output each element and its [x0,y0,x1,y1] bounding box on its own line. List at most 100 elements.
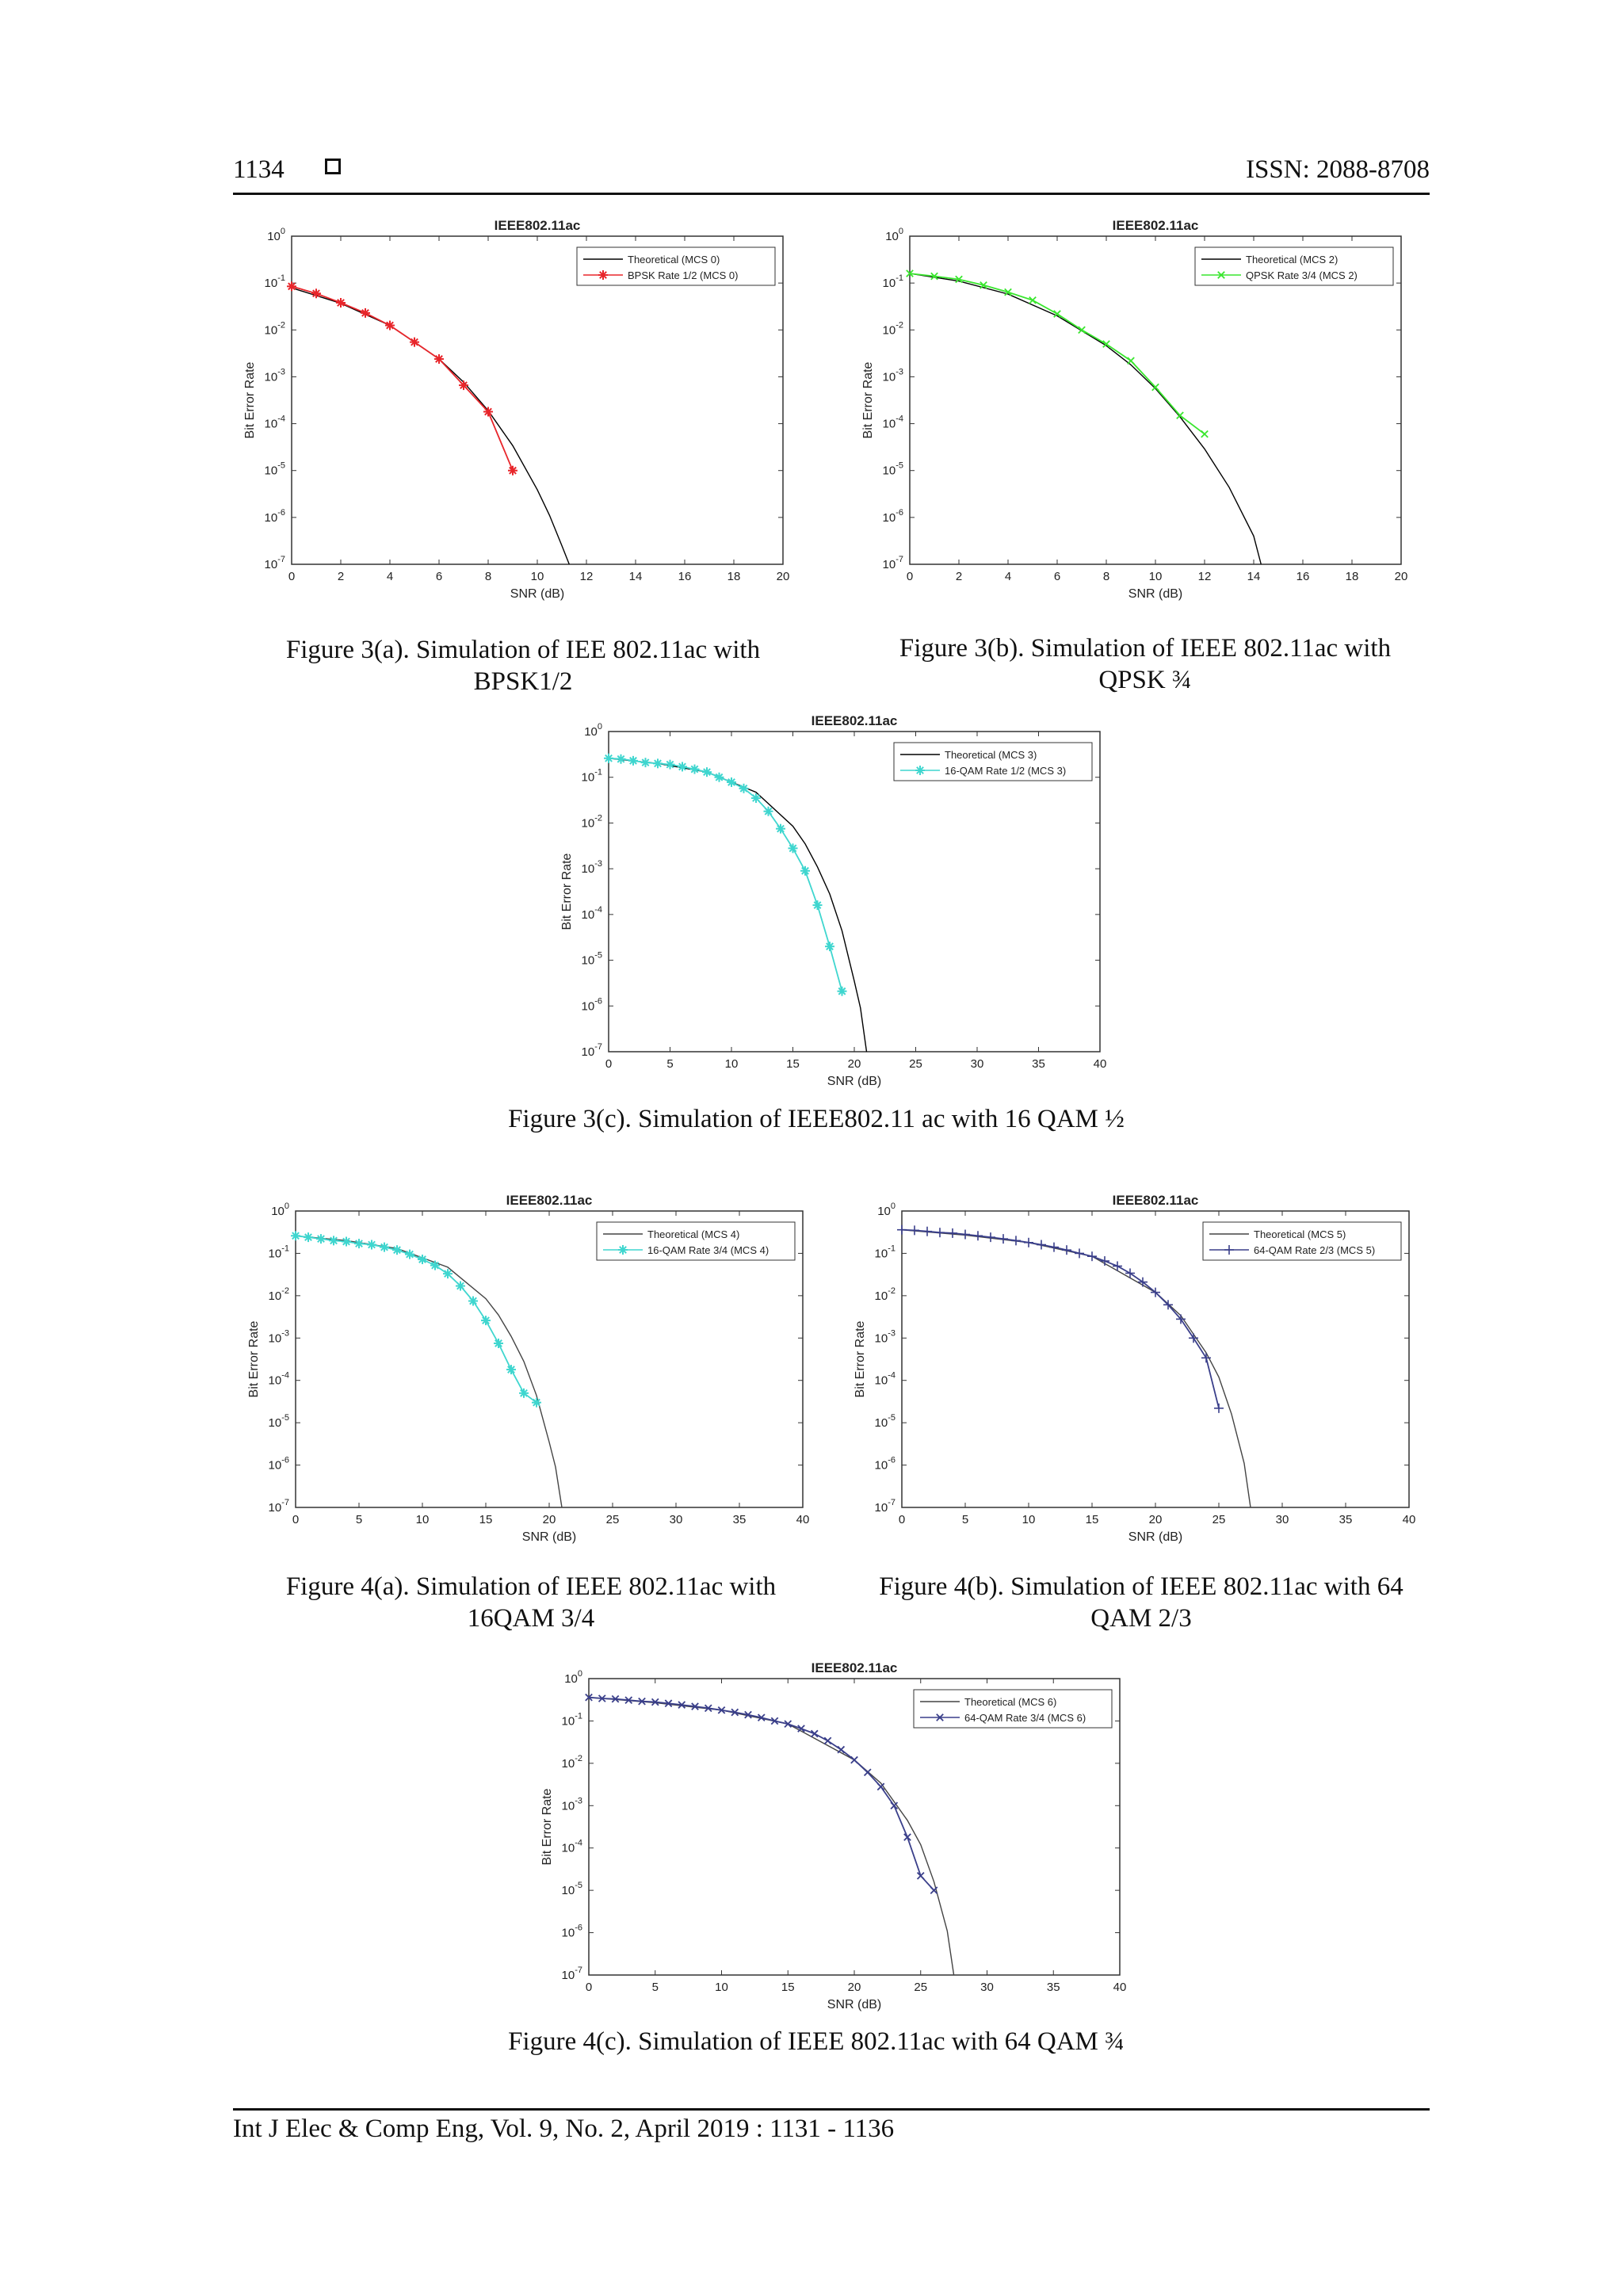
x-tick-label: 0 [605,1057,612,1071]
data-point [1176,1314,1186,1324]
x-axis-label: SNR (dB) [827,1075,881,1088]
data-point [665,759,675,770]
data-point [689,764,700,774]
x-tick-label: 0 [586,1981,592,1994]
y-tick-label: 100 [267,227,285,243]
y-tick-label: 10-4 [875,1371,896,1388]
data-point [776,823,785,834]
data-point [702,767,712,777]
legend: Theoretical (MCS 2) QPSK Rate 3/4 (MCS 2) [1194,246,1394,286]
data-point [1053,310,1061,318]
x-tick-label: 10 [416,1513,430,1526]
x-tick-label: 15 [479,1513,493,1526]
y-tick-label: 10-6 [582,996,602,1013]
data-point [1004,288,1012,296]
data-point [459,380,468,391]
legend-label: QPSK Rate 3/4 (MCS 2) [1246,269,1358,281]
series-0 [909,273,1262,565]
x-tick-label: 10 [1149,570,1163,583]
y-tick-label: 10-4 [269,1371,289,1388]
series-1 [604,753,847,996]
x-axis: 0 5 10 15 20 25 30 35 40 [586,1679,1126,1994]
x-axis: 0 2 4 6 8 10 12 14 16 18 20 [907,236,1407,583]
chart-title: IEEE802.11ac [812,713,898,728]
y-tick-label: 10-1 [883,273,903,290]
data-point [906,269,914,277]
y-axis-label: Bit Error Rate [560,853,574,930]
y-tick-label: 10-6 [883,508,903,525]
data-point [1102,340,1110,348]
legend: Theoretical (MCS 4) 16-QAM Rate 3/4 (MCS … [596,1221,796,1261]
data-point [999,1234,1008,1244]
data-point [704,1704,712,1713]
data-point [863,1768,872,1777]
x-tick-label: 2 [338,570,344,583]
y-tick-label: 10-2 [265,320,285,337]
data-point [955,275,963,284]
data-point [611,1694,620,1703]
y-tick-label: 10-6 [269,1456,289,1473]
data-point [763,806,773,816]
data-point [1127,357,1135,365]
series-1 [291,1231,541,1408]
data-point [1100,1256,1109,1266]
legend-box [576,246,776,286]
x-tick-label: 8 [485,570,491,583]
y-tick-label: 100 [877,1201,896,1218]
data-point [506,1365,516,1375]
chart-title: IEEE802.11ac [495,218,581,233]
data-point [508,465,517,476]
x-tick-label: 25 [606,1513,620,1526]
legend-label: Theoretical (MCS 3) [945,749,1037,761]
data-point [624,1696,633,1705]
chart-fig3a: IEEE802.11ac 0 2 4 6 8 10 12 14 16 18 20 SNR (dB) 100… [243,218,790,601]
data-point [739,783,749,793]
chart-title: IEEE802.11ac [506,1193,593,1208]
y-tick-label: 10-2 [875,1286,896,1303]
page-number: 1134 [233,155,285,184]
data-point [980,281,987,289]
x-tick-label: 0 [288,570,295,583]
y-tick-label: 100 [564,1669,582,1686]
x-axis-label: SNR (dB) [1128,1530,1182,1544]
data-point [392,1245,402,1255]
x-tick-label: 8 [1103,570,1109,583]
x-tick-label: 10 [1022,1513,1036,1526]
data-point [604,753,613,763]
y-tick-label: 10-3 [875,1328,896,1345]
data-point [797,1725,805,1733]
data-point [651,1698,659,1706]
x-tick-label: 20 [848,1057,861,1071]
x-tick-label: 10 [725,1057,739,1071]
data-point [585,1693,593,1702]
series-1 [585,1693,938,1894]
y-tick-label: 10-1 [265,273,285,290]
x-tick-label: 0 [292,1513,299,1526]
x-axis-label: SNR (dB) [1128,587,1182,601]
data-point [930,272,938,281]
series-1 [906,269,1209,438]
x-tick-label: 15 [786,1057,800,1071]
x-tick-label: 6 [1054,570,1060,583]
data-point [810,1729,819,1738]
data-point [751,793,761,804]
y-tick-label: 10-5 [875,1413,896,1430]
x-tick-label: 20 [777,570,790,583]
data-point [1151,383,1159,392]
y-tick-label: 10-2 [883,320,903,337]
data-point [1163,1300,1173,1310]
legend-box [1194,246,1394,286]
data-point [1062,1245,1071,1255]
data-point [850,1755,858,1764]
x-tick-label: 5 [962,1513,968,1526]
x-tick-label: 35 [1047,1981,1060,1994]
chart-fig3b: IEEE802.11ac 0 2 4 6 8 10 12 14 16 18 20 SNR (dB) 100… [861,218,1407,601]
y-tick-label: 10-5 [883,461,903,478]
x-tick-label: 25 [914,1981,927,1994]
y-tick-label: 10-3 [269,1328,289,1345]
plot-area [291,235,784,565]
y-tick-label: 10-3 [883,367,903,384]
y-tick-label: 10-3 [265,367,285,384]
data-point [468,1296,478,1306]
